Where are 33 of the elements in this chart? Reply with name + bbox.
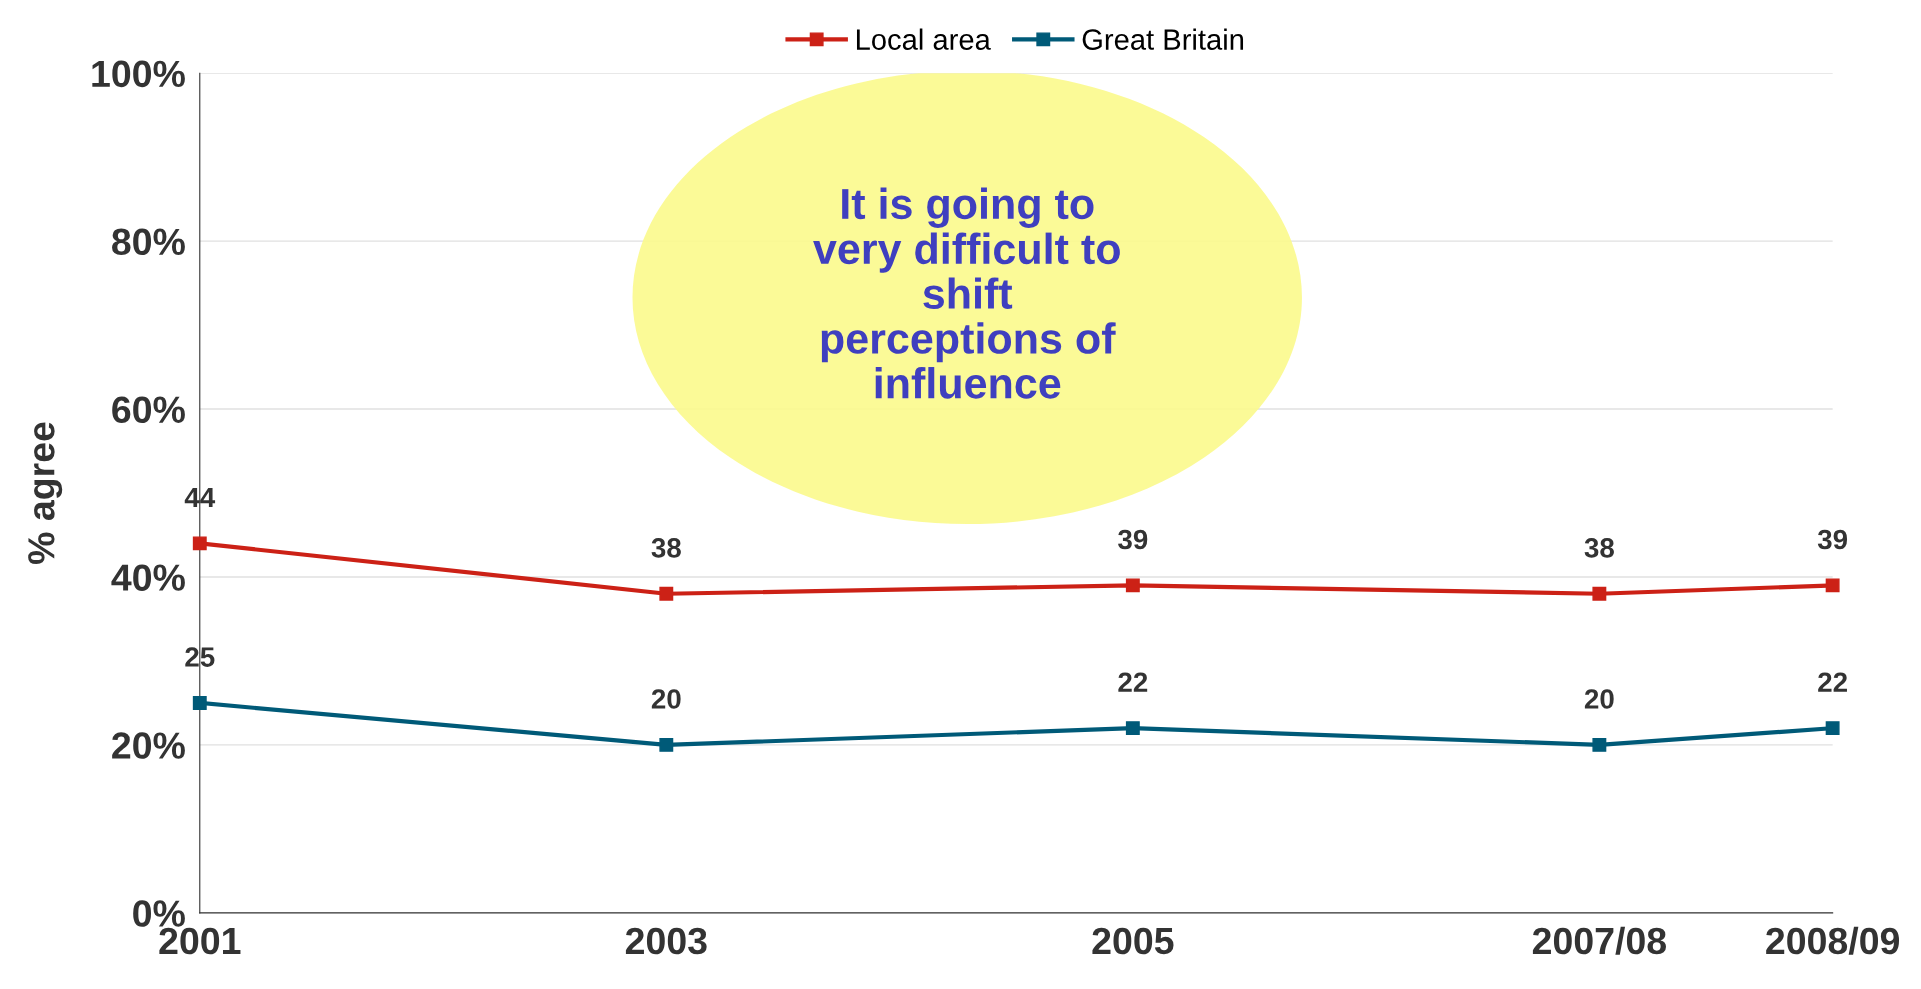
- point: [1592, 737, 1607, 752]
- point: [192, 695, 207, 710]
- y-axis-title: % agree: [28, 422, 63, 564]
- x-tick-label: 2001: [159, 927, 241, 955]
- data-label: 22: [1818, 672, 1847, 692]
- point: [1592, 586, 1607, 601]
- x-tick-label: 2005: [1092, 927, 1174, 955]
- annotation: It is going to very difficult to shift perceptions of influence: [813, 187, 1120, 399]
- y-tick-label: 100%: [92, 60, 185, 88]
- point: [1825, 578, 1840, 593]
- x-tick-label: 2008/09: [1766, 926, 1900, 955]
- legend-label: Great Britain: [1082, 28, 1244, 50]
- point: [659, 737, 674, 752]
- y-tick-label: 40%: [111, 564, 185, 591]
- point: [192, 536, 207, 551]
- x-tick-label: 2003: [625, 927, 707, 955]
- data-label: 39: [1118, 529, 1148, 550]
- point: [1125, 721, 1140, 736]
- data-label: 39: [1817, 529, 1848, 550]
- y-tick-label: 80%: [112, 228, 185, 256]
- data-label: 20: [1584, 689, 1614, 709]
- data-label: 38: [1584, 538, 1614, 558]
- legend-label: Local area: [856, 28, 991, 50]
- point: [1825, 721, 1840, 736]
- y-tick-label: 0%: [133, 900, 185, 927]
- y-tick-label: 20%: [112, 732, 185, 759]
- y-tick-label: 60%: [112, 396, 185, 424]
- x-tick-label: 2007/08: [1532, 926, 1666, 955]
- data-label: 38: [651, 538, 681, 558]
- data-label: 22: [1118, 672, 1148, 692]
- point: [1125, 578, 1140, 593]
- point: [659, 586, 674, 601]
- data-label: 20: [651, 689, 681, 709]
